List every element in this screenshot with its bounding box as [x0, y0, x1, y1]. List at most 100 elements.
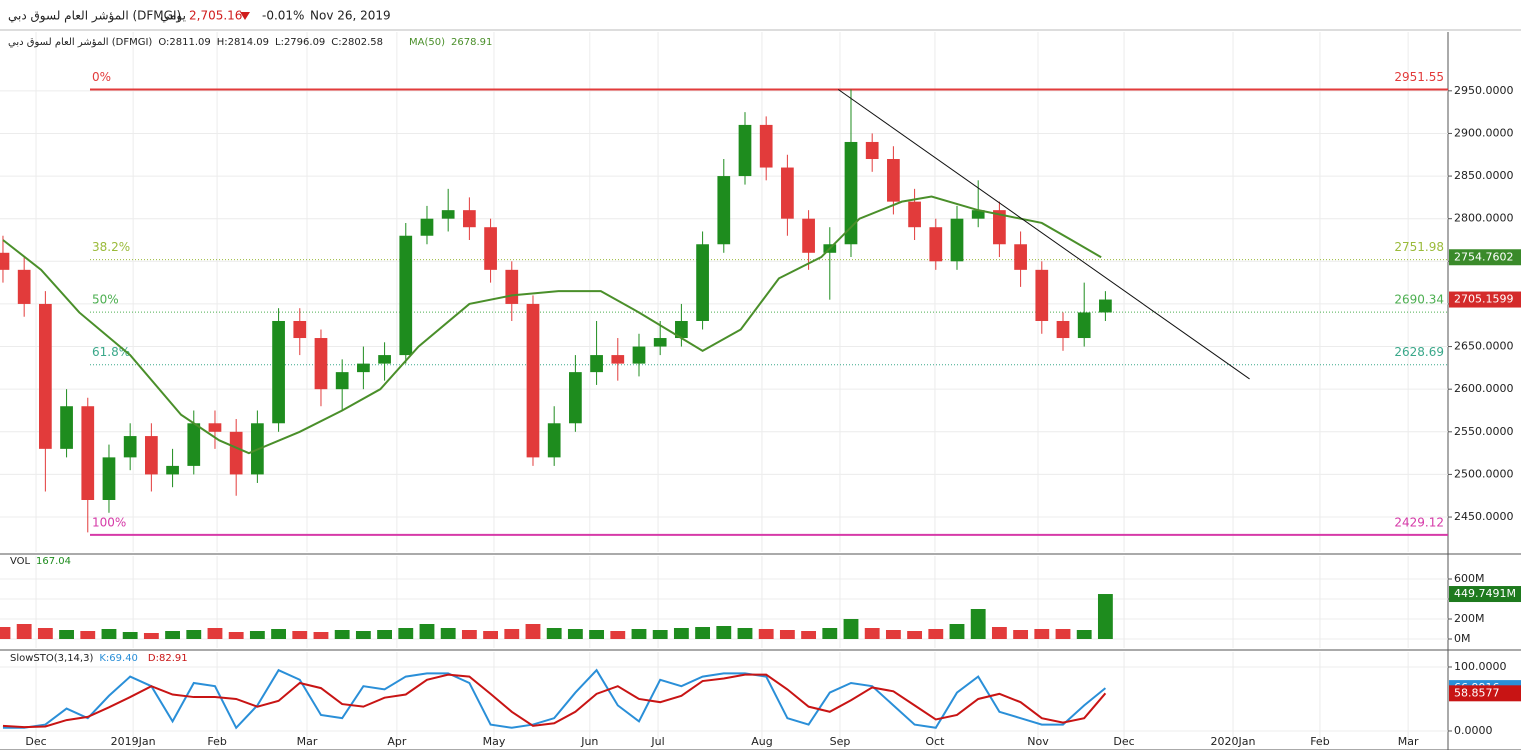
header: المؤشر العام لسوق دبي (DFMGI) يومي 2,705…: [0, 0, 1521, 31]
y-tick-label: 2900.0000: [1454, 126, 1514, 139]
oscillator-last-value-box: [1449, 685, 1521, 702]
candle-body: [696, 244, 709, 321]
volume-bar: [589, 630, 605, 639]
level-value: 2690.34: [1394, 293, 1444, 307]
volume-last-value: 449.7491M: [1454, 587, 1516, 600]
volume-bar: [970, 609, 986, 639]
volume-bar: [334, 630, 350, 639]
y-tick-label: 0M: [1454, 632, 1471, 645]
volume-bar: [525, 624, 541, 639]
volume-bar: [101, 629, 117, 639]
volume-bar: [59, 630, 74, 639]
y-tick-label: 2850.0000: [1454, 169, 1514, 182]
y-tick-label: 600M: [1454, 572, 1485, 585]
volume-bar: [186, 630, 202, 639]
ma-value: 2678.91: [451, 37, 492, 48]
volume-bar: [1034, 629, 1050, 639]
candle-body: [611, 355, 625, 364]
candle-body: [653, 338, 667, 347]
legend-h: H:2814.09: [217, 37, 269, 48]
oscillator-line: [2, 673, 1107, 729]
volume-bar: [991, 627, 1007, 639]
level-label: 0%: [92, 70, 111, 84]
x-tick-label: Mar: [297, 735, 318, 748]
last-price-value: 2705.1599: [1454, 293, 1514, 306]
candle-body: [208, 423, 222, 432]
candle-body: [738, 124, 752, 177]
candle-body: [441, 210, 455, 219]
volume-bar: [504, 629, 520, 639]
x-tick-label: Mar: [1398, 735, 1419, 748]
y-tick-label: 2650.0000: [1454, 340, 1514, 353]
candle-body: [844, 141, 858, 245]
volume-bar: [80, 631, 96, 639]
x-tick-label: Sep: [830, 735, 851, 748]
symbol-name: المؤشر العام لسوق دبي (DFMGI): [8, 9, 181, 24]
candle-body: [1014, 244, 1027, 270]
candle-body: [781, 167, 794, 219]
x-tick-label: Jul: [650, 735, 664, 748]
candle-body: [929, 227, 943, 262]
volume-bar: [567, 629, 583, 639]
trendline: [837, 89, 1250, 380]
y-tick-label: 2500.0000: [1454, 467, 1514, 480]
date: Nov 26, 2019: [310, 9, 391, 23]
candle-body: [590, 355, 603, 373]
y-tick-label: 2950.0000: [1454, 84, 1514, 97]
x-tick-label: Feb: [207, 735, 226, 748]
y-tick-label: 2450.0000: [1454, 510, 1514, 523]
candle-body: [81, 406, 95, 500]
volume-bar: [207, 628, 223, 639]
candle-body: [399, 235, 413, 356]
candle-body: [887, 159, 900, 202]
volume-bar: [292, 631, 308, 639]
volume-bar: [864, 628, 880, 639]
volume-bar: [0, 627, 11, 639]
candle-body: [102, 457, 116, 500]
ma-name: MA(50): [409, 37, 445, 48]
legend-entry: D:82.91: [148, 653, 188, 664]
legend-c: C:2802.58: [331, 37, 383, 48]
candle-body: [865, 141, 879, 160]
legend-l: L:2796.09: [275, 37, 325, 48]
volume-bar: [737, 628, 753, 639]
volume-bar: [461, 630, 477, 639]
change: -0.01%: [262, 9, 304, 23]
volume-bar: [1097, 594, 1113, 639]
volume-bar: [695, 627, 711, 639]
candle-body: [717, 176, 731, 245]
candle-body: [569, 372, 582, 424]
volume-bar: [716, 626, 732, 639]
last-price: 2,705.16: [189, 9, 242, 23]
volume-bar: [949, 624, 965, 639]
last-price-value-box: [1449, 291, 1521, 308]
candle-body: [187, 423, 201, 466]
y-tick-label: 200M: [1454, 612, 1485, 625]
volume-bar: [822, 628, 838, 639]
volume-bar: [1055, 629, 1071, 639]
candle-body: [950, 218, 964, 262]
panel-title: VOL: [10, 556, 31, 567]
candle-body: [802, 218, 815, 253]
level-label: 61.8%: [92, 345, 130, 359]
candle-body: [484, 227, 497, 270]
volume-bar: [907, 631, 923, 639]
candle-body: [993, 210, 1006, 245]
volume-bar: [843, 619, 859, 639]
volume-bar: [1076, 630, 1092, 639]
header-bar: [0, 0, 1521, 30]
candle-body: [272, 320, 285, 424]
volume-bar: [483, 631, 499, 639]
legend-name: المؤشر العام لسوق دبي (DFMGI): [8, 37, 152, 48]
volume-bar: [271, 629, 286, 639]
volume-bar: [885, 630, 901, 639]
candle-body: [675, 320, 688, 339]
candle-body: [908, 201, 921, 228]
x-tick-label: Apr: [387, 735, 407, 748]
volume-bar: [758, 629, 774, 639]
candle-body: [378, 355, 391, 364]
volume-bar: [419, 624, 435, 639]
candle-body: [759, 124, 773, 168]
volume-bar: [1013, 630, 1029, 639]
